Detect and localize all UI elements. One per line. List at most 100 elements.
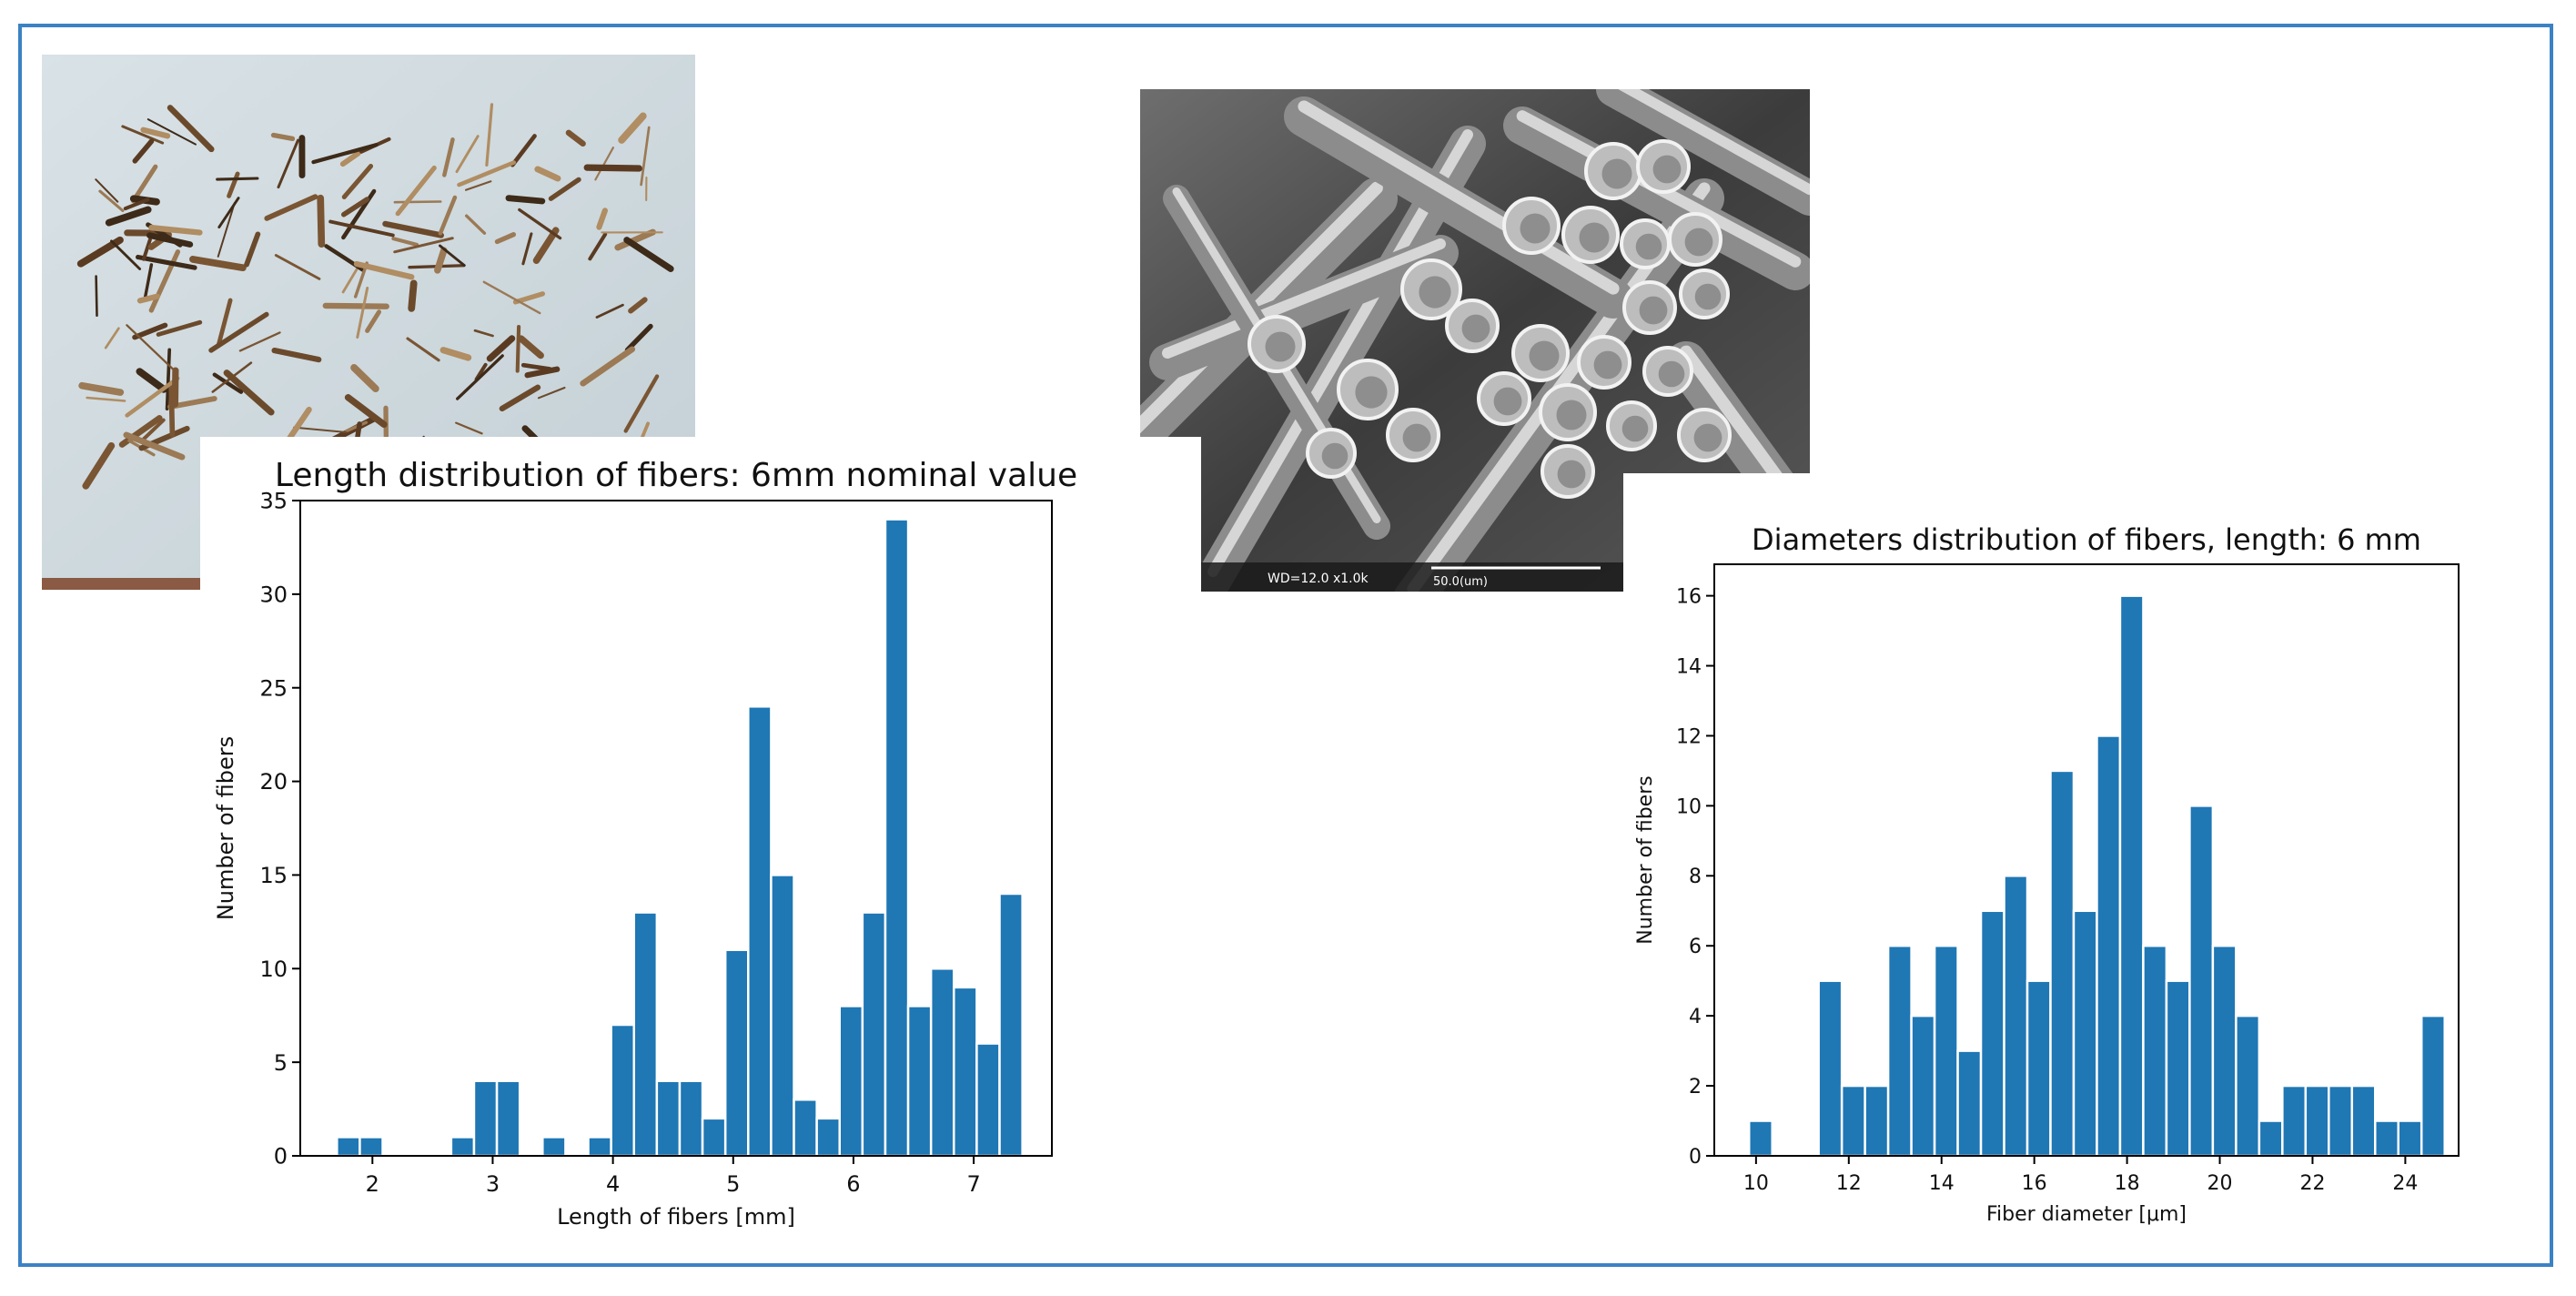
- sem-micrograph-drawing: WD=12.0 x1.0k 50.0(um): [1140, 89, 1810, 592]
- fiber-strand: [406, 337, 440, 362]
- fiber-strand: [515, 325, 521, 373]
- diameter-hist-bar: [2258, 1119, 2284, 1158]
- fiber-strand: [534, 166, 561, 182]
- diameter-hist-x-tick-label: 24: [2392, 1172, 2418, 1195]
- fiber-strand: [126, 324, 176, 371]
- length-hist-bar: [336, 1136, 361, 1158]
- diameter-hist-x-tick-label: 12: [1836, 1172, 1862, 1195]
- length-hist-y-tick-label: 0: [274, 1144, 288, 1169]
- diameter-hist-bar: [2328, 1084, 2354, 1158]
- diameter-hist-y-axis-label: Number of fibers: [1634, 775, 1657, 944]
- fiber-strand: [208, 311, 269, 353]
- fiber-strand: [105, 206, 152, 227]
- fiber-strand: [614, 228, 656, 251]
- length-hist-x-tick-label: 5: [726, 1171, 740, 1197]
- fiber-strand: [521, 232, 533, 266]
- sem-fiber-highlight: [1298, 100, 1620, 295]
- diameter-hist-bar: [2350, 1084, 2377, 1158]
- fiber-strand: [132, 322, 168, 340]
- diameter-hist-bar: [1886, 944, 1913, 1158]
- sem-fiber-core: [1621, 415, 1649, 442]
- fiber-strand: [216, 298, 233, 349]
- fiber-strand: [624, 323, 653, 353]
- fiber-strand: [505, 195, 546, 205]
- diameter-hist-bar: [2118, 594, 2145, 1158]
- sem-fiber-highlight: [1618, 89, 1810, 196]
- length-hist-y-tick-label: 25: [259, 675, 288, 701]
- fiber-strand: [455, 421, 483, 435]
- sem-fiber-core: [1684, 228, 1713, 257]
- fiber-strand: [473, 329, 494, 338]
- fiber-strand: [121, 125, 165, 145]
- fiber-strand: [274, 254, 321, 280]
- fiber-strand: [123, 197, 150, 211]
- fiber-strand: [341, 265, 360, 294]
- fiber-strand: [344, 420, 369, 433]
- sem-fiber-highlight: [1162, 238, 1446, 359]
- diameter-hist-bar: [1910, 1014, 1936, 1158]
- diameter-hist-bar: [2211, 944, 2238, 1158]
- fiber-strand: [317, 194, 326, 248]
- sem-fiber-rod: [1149, 235, 1459, 380]
- sem-fiber-core: [1419, 276, 1451, 309]
- length-hist-bar: [747, 705, 773, 1158]
- length-hist-bar: [906, 1005, 933, 1158]
- fiber-strand: [223, 370, 275, 416]
- diameter-hist-y-tick-label: 10: [1676, 795, 1702, 818]
- diameter-hist-y-tick-label: 4: [1689, 1006, 1702, 1028]
- length-hist-bar: [472, 1079, 499, 1158]
- fiber-strand: [583, 164, 642, 172]
- fiber-strand: [455, 135, 480, 174]
- fiber-strand: [322, 302, 389, 309]
- diameter-hist-y-tick-label: 2: [1689, 1076, 1702, 1099]
- fiber-strand: [140, 127, 171, 139]
- sem-fiber-core: [1639, 296, 1668, 325]
- diameter-hist-bar: [2165, 979, 2191, 1158]
- fiber-strand: [565, 129, 586, 147]
- fiber-strand: [244, 231, 261, 268]
- fiber-strand: [341, 164, 374, 199]
- sem-fiber-core: [1493, 387, 1522, 416]
- fiber-strand: [510, 134, 537, 167]
- length-hist-bar: [495, 1079, 521, 1158]
- length-hist-axes-frame: [299, 500, 1053, 1157]
- diameter-hist-axes-frame: [1713, 563, 2460, 1157]
- diameter-hist-bar: [2374, 1119, 2399, 1158]
- fiber-strand: [548, 177, 581, 201]
- fiber-strand: [211, 361, 253, 393]
- sem-fiber-core: [1529, 340, 1560, 371]
- fiber-strand: [328, 219, 395, 238]
- length-hist-bar: [701, 1117, 727, 1158]
- diameter-hist-x-tick-label: 16: [2022, 1172, 2047, 1195]
- sem-fiber-core: [1556, 400, 1587, 430]
- fiber-strand: [434, 247, 448, 274]
- diameter-hist-bar: [2072, 909, 2098, 1158]
- diameter-hist-x-tick-label: 20: [2207, 1172, 2233, 1195]
- length-hist-x-tick-label: 2: [366, 1171, 379, 1197]
- fiber-strand: [640, 126, 651, 187]
- fiber-strand: [238, 331, 281, 352]
- length-hist-y-tick-label: 10: [259, 957, 288, 982]
- fiber-strand: [156, 319, 203, 337]
- sem-fiber-core: [1265, 331, 1296, 362]
- fiber-strand: [217, 202, 236, 258]
- length-hist-y-axis-label: Number of fibers: [213, 736, 238, 920]
- fiber-strand: [189, 256, 247, 272]
- length-hist-bar: [450, 1136, 476, 1158]
- diameter-hist-y-tick-label: 8: [1689, 866, 1702, 888]
- fiber-strand: [442, 137, 455, 177]
- length-hist-y-tick-label: 35: [259, 489, 288, 514]
- fiber-strand: [532, 227, 560, 264]
- sem-fiber-core: [1402, 423, 1431, 452]
- length-hist-bar: [838, 1005, 864, 1158]
- diameter-hist-title: Diameters distribution of fibers, length…: [1752, 522, 2421, 557]
- fiber-strand: [216, 177, 259, 181]
- diameter-hist-y-tick-label: 16: [1676, 586, 1702, 609]
- diameter-hist-x-axis-label: Fiber diameter [μm]: [1986, 1203, 2187, 1226]
- fiber-strand: [135, 254, 197, 270]
- fiber-strand: [95, 275, 98, 318]
- fiber-strand: [456, 354, 504, 400]
- fiber-strand: [439, 244, 466, 268]
- diameter-hist-bar: [2096, 734, 2122, 1158]
